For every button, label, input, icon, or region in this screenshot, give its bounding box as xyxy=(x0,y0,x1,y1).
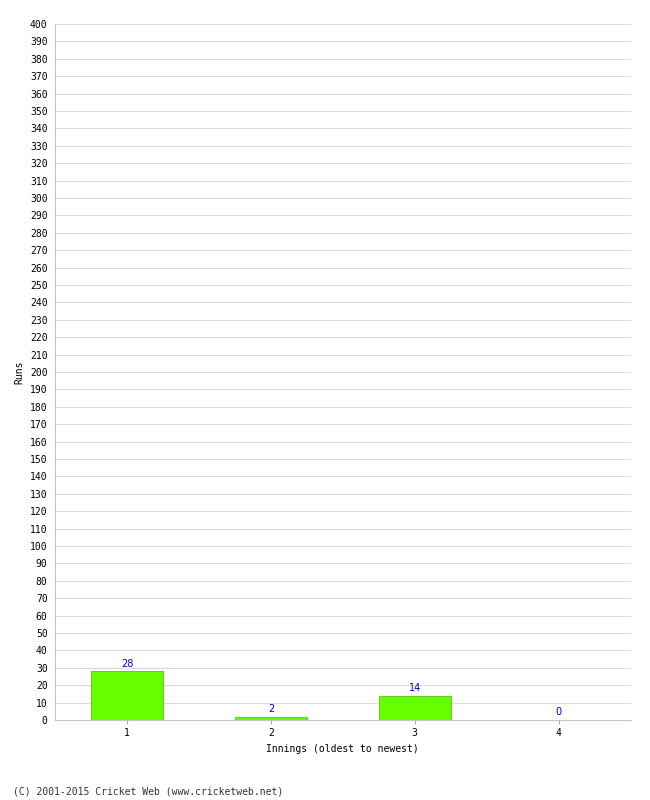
Bar xyxy=(91,671,163,720)
Text: 2: 2 xyxy=(268,704,274,714)
Text: (C) 2001-2015 Cricket Web (www.cricketweb.net): (C) 2001-2015 Cricket Web (www.cricketwe… xyxy=(13,786,283,796)
X-axis label: Innings (oldest to newest): Innings (oldest to newest) xyxy=(266,744,419,754)
Y-axis label: Runs: Runs xyxy=(14,360,25,384)
Text: 0: 0 xyxy=(556,707,562,718)
Bar xyxy=(379,696,450,720)
Text: 14: 14 xyxy=(409,683,421,693)
Bar xyxy=(235,717,307,720)
Text: 28: 28 xyxy=(121,658,133,669)
